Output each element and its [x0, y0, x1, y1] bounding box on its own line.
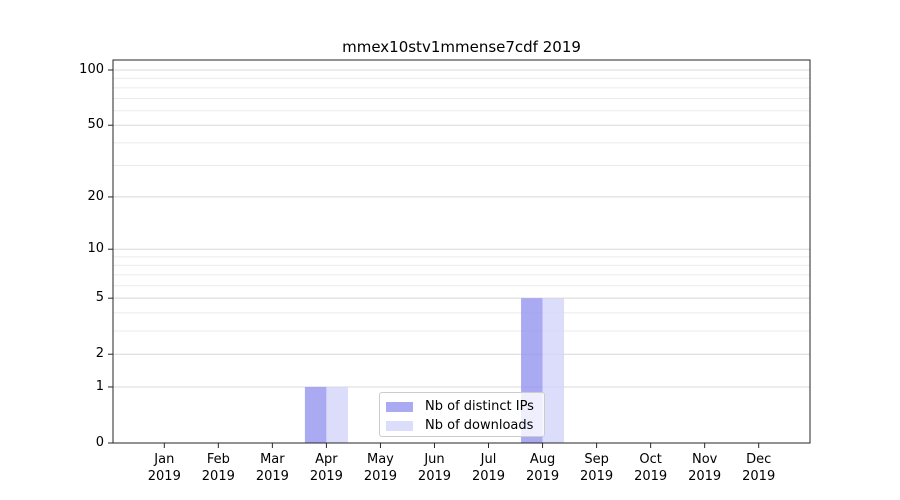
legend: Nb of distinct IPs Nb of downloads: [379, 392, 545, 437]
x-tick-label: Jun 2019: [417, 452, 452, 484]
bar-distinct-ips: [304, 386, 327, 443]
y-tick-label: 10: [87, 241, 104, 257]
bar-downloads: [326, 386, 348, 443]
y-tick-label: 2: [95, 346, 104, 362]
x-tick-label: Jan 2019: [147, 452, 181, 484]
distinct-ips-swatch: [386, 401, 413, 412]
y-tick-label: 0: [95, 435, 104, 450]
x-tick-label: May 2019: [363, 452, 397, 484]
x-tick-label: Dec 2019: [742, 452, 776, 484]
axes-spines: [112, 59, 811, 444]
bar-downloads: [542, 298, 565, 443]
x-tick-label: Mar 2019: [255, 452, 289, 484]
x-tick-label: Jul 2019: [471, 452, 506, 484]
y-tick-label: 50: [87, 117, 104, 133]
x-tick-label: Oct 2019: [634, 452, 668, 484]
x-tick-label: Apr 2019: [309, 452, 343, 484]
downloads-swatch: [386, 420, 413, 431]
legend-label-distinct-ips: Nb of distinct IPs: [425, 399, 534, 414]
y-tick-label: 1: [95, 378, 104, 394]
x-tick-label: Nov 2019: [688, 452, 722, 484]
y-tick-label: 20: [87, 188, 104, 204]
legend-label-downloads: Nb of downloads: [425, 418, 534, 433]
x-tick-label: Sep 2019: [580, 452, 614, 484]
x-tick-label: Feb 2019: [201, 452, 235, 484]
legend-item-downloads: Nb of downloads: [386, 416, 538, 435]
y-tick-label: 5: [95, 290, 104, 306]
y-tick-label: 100: [79, 61, 104, 77]
chart-title: mmex10stv1mmense7cdf 2019: [342, 38, 581, 56]
x-tick-label: Aug 2019: [526, 452, 560, 484]
legend-item-distinct-ips: Nb of distinct IPs: [386, 397, 538, 416]
